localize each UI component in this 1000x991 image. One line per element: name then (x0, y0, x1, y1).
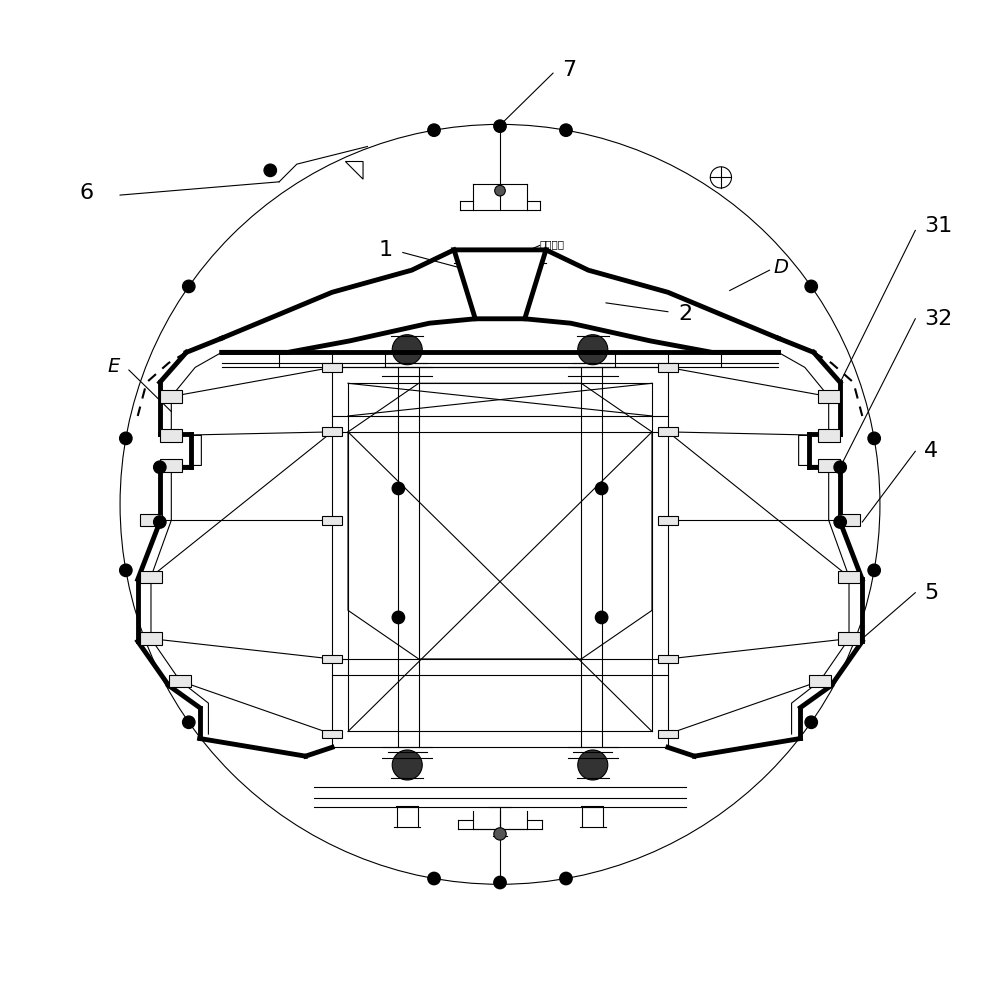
Text: D: D (774, 258, 789, 277)
Circle shape (578, 335, 608, 365)
Circle shape (392, 611, 405, 623)
Circle shape (578, 750, 608, 780)
Circle shape (264, 165, 276, 176)
Circle shape (392, 483, 405, 495)
Bar (809, 675, 831, 687)
Text: 1: 1 (378, 240, 392, 260)
Bar (322, 729, 342, 738)
Bar (818, 390, 840, 402)
Text: E: E (108, 357, 120, 376)
Circle shape (494, 827, 506, 840)
Bar (838, 632, 860, 645)
Text: 6: 6 (79, 183, 94, 203)
Text: 2: 2 (678, 304, 693, 324)
Bar (160, 390, 182, 402)
Bar (818, 459, 840, 472)
Bar (160, 459, 182, 472)
Bar (322, 427, 342, 436)
Bar (838, 571, 860, 583)
Text: 31: 31 (924, 216, 952, 236)
Bar (322, 654, 342, 663)
Bar (322, 363, 342, 372)
Circle shape (868, 432, 880, 445)
Circle shape (834, 516, 846, 528)
Circle shape (183, 280, 195, 292)
Circle shape (560, 872, 572, 885)
Circle shape (494, 120, 506, 133)
Bar (140, 514, 162, 526)
Bar (322, 516, 342, 524)
Bar (838, 514, 860, 526)
Circle shape (834, 461, 846, 474)
Bar (658, 516, 678, 524)
Text: 自调闸板: 自调闸板 (540, 239, 565, 249)
Bar (658, 729, 678, 738)
Circle shape (805, 716, 817, 728)
Circle shape (183, 716, 195, 728)
Text: 4: 4 (924, 441, 938, 462)
Circle shape (595, 611, 608, 623)
Text: 32: 32 (924, 309, 952, 329)
Bar (140, 632, 162, 645)
Circle shape (120, 432, 132, 445)
Circle shape (154, 516, 166, 528)
Bar (169, 675, 191, 687)
Circle shape (154, 461, 166, 474)
Text: 5: 5 (924, 583, 938, 603)
Circle shape (805, 280, 817, 292)
Circle shape (428, 872, 440, 885)
Circle shape (428, 124, 440, 137)
Circle shape (494, 876, 506, 889)
Bar (658, 363, 678, 372)
Bar (658, 427, 678, 436)
Bar (160, 429, 182, 442)
Bar (140, 571, 162, 583)
Circle shape (392, 335, 422, 365)
Circle shape (120, 564, 132, 577)
Circle shape (495, 185, 505, 196)
Bar (818, 429, 840, 442)
Circle shape (868, 564, 880, 577)
Circle shape (595, 483, 608, 495)
Text: 7: 7 (562, 59, 576, 79)
Bar (658, 654, 678, 663)
Circle shape (392, 750, 422, 780)
Polygon shape (454, 250, 546, 319)
Circle shape (560, 124, 572, 137)
